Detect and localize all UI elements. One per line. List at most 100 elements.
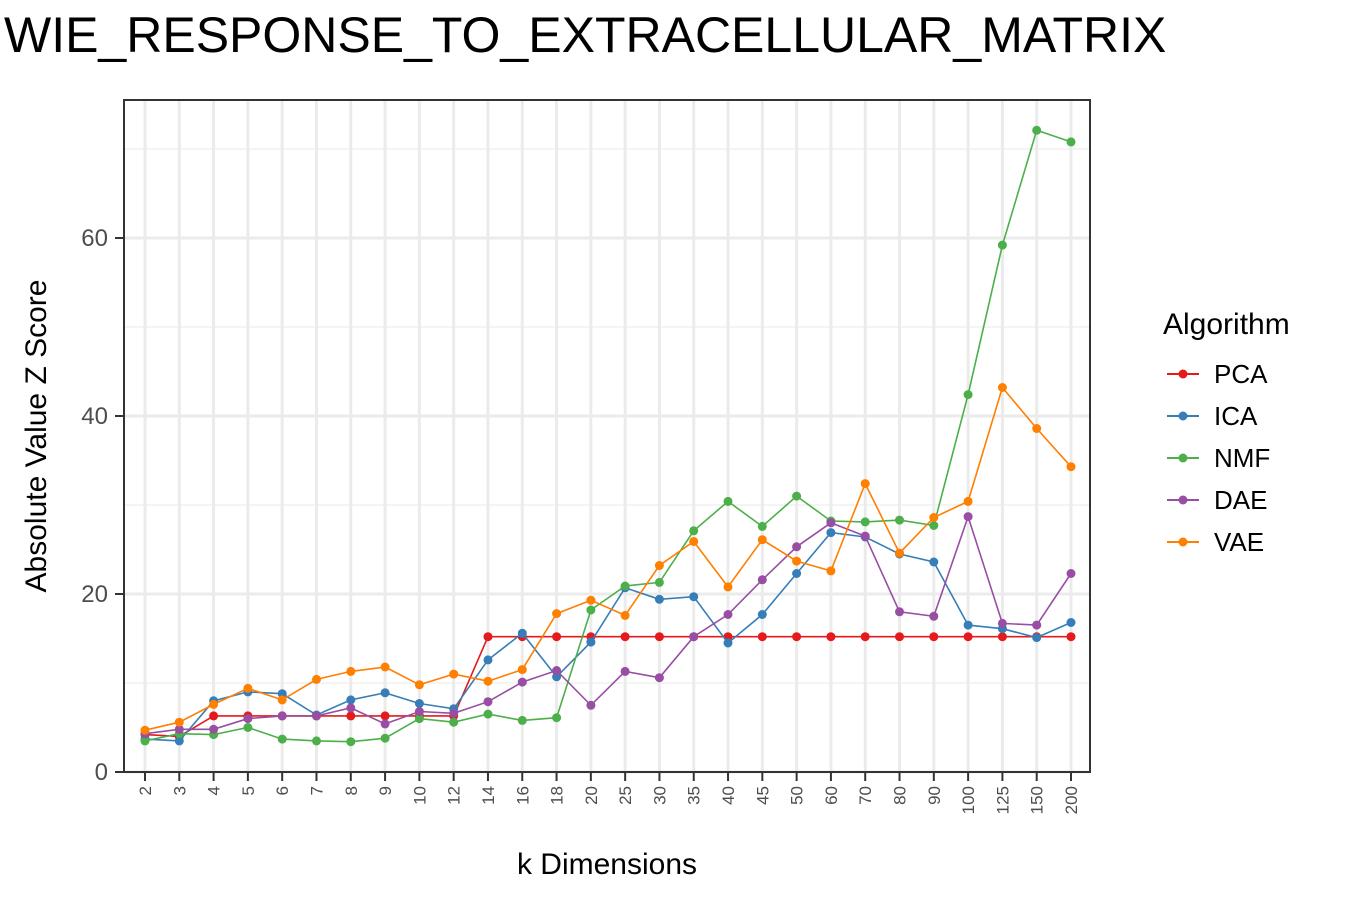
x-tick-label: 14 [479,786,498,805]
data-point-ica [757,610,767,619]
data-point-vae [209,699,219,709]
data-point-nmf [552,713,562,723]
data-point-nmf [414,714,424,724]
data-point-dae [414,707,424,716]
x-tick-label: 100 [959,786,978,814]
data-point-ica [654,594,664,604]
x-tick-label: 40 [719,786,738,805]
legend-key-point [1178,411,1188,421]
data-point-vae [414,680,424,690]
data-point-vae [1066,462,1076,472]
data-point-vae [929,513,939,522]
data-point-vae [757,535,767,545]
legend-item-dae: DAE [1167,485,1267,515]
x-tick-label: 45 [753,786,772,805]
data-point-ica [517,628,527,638]
x-tick-label: 9 [376,786,395,795]
plot-background [124,100,1090,772]
legend-item-ica: ICA [1167,401,1258,431]
data-point-nmf [517,715,527,725]
legend-label: PCA [1214,359,1268,389]
legend-item-pca: PCA [1167,359,1268,389]
legend-item-vae: VAE [1167,527,1264,557]
y-tick-label: 60 [81,225,108,252]
data-point-vae [963,496,973,506]
data-point-dae [963,512,973,522]
legend-label: NMF [1214,443,1270,473]
legend-item-nmf: NMF [1167,443,1270,473]
data-point-nmf [1032,125,1042,135]
data-point-dae [277,711,287,721]
data-point-nmf [277,734,287,744]
data-point-vae [449,669,459,679]
data-point-dae [723,610,733,619]
legend-label: DAE [1214,485,1267,515]
x-tick-label: 20 [582,786,601,805]
data-point-nmf [929,521,939,530]
x-tick-label: 7 [307,786,326,795]
y-tick-label: 20 [81,581,108,608]
x-tick-label: 8 [342,786,361,795]
data-point-pca [552,632,562,642]
x-tick-label: 6 [273,786,292,795]
legend-title: Algorithm [1163,308,1290,341]
data-point-dae [895,607,904,617]
data-point-nmf [689,526,699,536]
data-point-pca [860,632,870,642]
x-tick-label: 2 [136,786,155,795]
data-point-nmf [860,517,870,527]
data-point-nmf [997,240,1007,250]
data-point-pca [380,711,390,721]
x-tick-label: 50 [788,786,807,805]
data-point-dae [209,724,219,734]
data-point-pca [346,711,356,721]
data-point-dae [552,666,562,675]
grid [124,100,1090,774]
data-point-pca [209,711,219,721]
legend: Algorithm PCA ICA NMF DAE VAE [1163,308,1290,557]
data-point-dae [757,575,767,585]
legend-key-point [1178,453,1188,463]
data-point-vae [277,695,287,705]
data-point-dae [654,673,664,683]
data-point-ica [346,695,356,705]
data-point-pca [792,632,802,642]
data-point-dae [929,611,939,621]
x-tick-label: 5 [239,786,258,795]
data-point-nmf [140,736,150,746]
x-tick-label: 35 [685,786,704,805]
data-point-ica [483,655,493,665]
data-point-vae [312,674,321,684]
data-point-pca [654,632,664,642]
data-point-ica [723,638,733,648]
data-point-nmf [654,577,664,587]
data-point-ica [689,592,699,602]
data-point-pca [1066,632,1076,642]
data-point-vae [723,582,733,592]
data-point-nmf [723,496,733,506]
series-lines [140,125,1076,747]
data-point-ica [1066,618,1076,627]
x-tick-label: 60 [822,786,841,805]
x-tick-label: 25 [616,786,635,805]
x-tick-label: 16 [513,786,532,805]
data-point-pca [963,632,973,642]
data-point-dae [517,677,527,687]
data-point-vae [654,561,664,570]
series-vae [140,383,1076,735]
y-tick-label: 40 [81,403,108,430]
data-point-vae [140,725,150,735]
series-line-nmf [144,129,1072,743]
data-point-vae [243,683,253,693]
legend-key-point [1178,369,1188,379]
data-point-pca [483,632,493,642]
data-point-nmf [586,605,596,615]
data-point-vae [792,556,802,566]
data-point-ica [963,620,973,630]
y-tick-label: 0 [95,759,108,786]
data-point-pca [826,632,836,642]
data-point-nmf [346,737,356,747]
series-line-ica [144,531,1072,742]
legend-key-point [1178,537,1188,547]
